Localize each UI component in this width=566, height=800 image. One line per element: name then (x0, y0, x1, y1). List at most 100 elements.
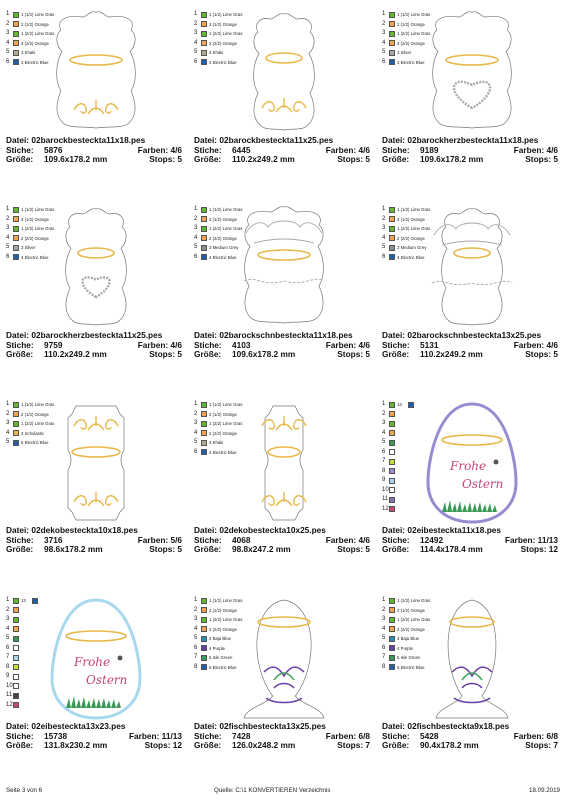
thread-name: 4 Electric Blue (21, 254, 49, 260)
color-swatch (389, 477, 395, 484)
color-swatch (13, 683, 19, 689)
design-card: 1 1 (1/2) Lime Gras 2 2 (1/2) Orange 3 1 (2/2… (382, 10, 558, 200)
napkin-ring-mark (257, 249, 311, 261)
legend-row: 5 (6, 634, 76, 644)
design-card: 1 1 (1/2) Lime Gras 2 2 (1/2) Orange 3 1 (2/2… (382, 596, 558, 786)
stitch-label: Stiche: (194, 730, 222, 741)
thread-name: 3 Baja Blue (397, 636, 419, 641)
color-swatch (201, 664, 207, 670)
cutout-outline (435, 599, 509, 719)
legend-index: 1 (6, 597, 10, 603)
legend-row: 5 5 Electric Blue (6, 438, 76, 448)
color-swatch (201, 216, 207, 222)
color-swatch (201, 59, 207, 65)
thread-name: 1 (2/2) Lime Gras (397, 617, 431, 622)
color-swatch (389, 487, 395, 493)
thread-name: 4 Electric Blue (397, 254, 425, 260)
legend-index: 11 (382, 496, 389, 502)
thread-name: 2 (2/2) Orange (209, 430, 237, 436)
legend-row: 1 1 (1/2) Lime Gras (6, 400, 76, 410)
thread-name: 3 Medium Grey (397, 245, 427, 250)
file-info: Datei: 02fischbesteckta9x18.pes Stiche: … (382, 721, 558, 751)
legend-row: 3 1 (2/2) Lime Gras (194, 29, 264, 39)
legend-row: 1 1 (1/2) Lime Gras (194, 10, 264, 20)
color-count: Farben: 11/13 (504, 534, 558, 545)
thread-name: 2 (2/2) Orange (21, 40, 49, 46)
color-swatch (13, 645, 19, 651)
thread-name: 1 (1/2) Lime Gras (397, 598, 431, 603)
egg-greeting-line1: Frohe (73, 655, 110, 669)
color-swatch (13, 692, 19, 699)
legend-row: 12 (382, 505, 452, 515)
color-count: Farben: 4/6 (325, 534, 370, 545)
fish-ornament-mark (273, 672, 295, 681)
size-value: 98.8x247.2 mm (232, 544, 291, 555)
color-swatch (13, 635, 19, 642)
color-legend: 1 1 (1/2) Lime Gras 2 2 (1/2) Orange 3 1 (2/2… (194, 205, 264, 262)
legend-index: 2 (382, 20, 386, 27)
legend-row: 4 2 (2/2) Orange (382, 234, 452, 244)
color-legend: 1 1 (1/2) Lime Gras 2 2 (1/2) Orange 3 1 (2/2… (194, 10, 264, 67)
thread-name: 2 (1/2) Orange (397, 216, 425, 222)
legend-row: 2 2 (1/2) Orange (382, 606, 452, 616)
stitch-count: 9759 (44, 339, 63, 350)
file-name: Datei: 02barockschnbesteckta13x25.pes (382, 330, 542, 340)
egg-greeting-line2: Ostern (462, 477, 503, 491)
thread-name: 4 Electric Blue (209, 449, 237, 455)
legend-row: 12 (6, 701, 76, 711)
color-swatch (389, 654, 395, 661)
stitch-label: Stiche: (194, 339, 222, 350)
color-swatch (389, 49, 395, 56)
legend-row: 6 4 Electric Blue (6, 253, 76, 263)
legend-index: 3 (382, 225, 386, 231)
color-swatch (201, 21, 207, 27)
stop-count: Stops: 7 (525, 740, 558, 751)
legend-row: 7 (382, 457, 452, 467)
color-swatch (13, 654, 19, 661)
ornament-mark (73, 100, 119, 115)
size-value: 110.2x249.2 mm (420, 349, 483, 360)
legend-index: 4 (382, 234, 386, 241)
color-legend: 1 1 (1/2) Lime Gras 2 2 (1/2) Orange 3 1 (2/2… (194, 400, 264, 457)
color-swatch (13, 439, 19, 446)
legend-row: 8 (6, 663, 76, 673)
color-swatch (389, 635, 395, 642)
file-info: Datei: 02fischbesteckta13x25.pes Stiche:… (194, 721, 370, 751)
cutout-outline (441, 208, 503, 326)
thread-name: 1 (2/2) Lime Gras (21, 31, 55, 36)
thread-name: 1 (2/2) Lime Gras (209, 31, 243, 36)
cutout-outline (264, 405, 304, 521)
legend-row: 6 4 Electric Blue (194, 58, 264, 68)
thread-name: 2 (1/2) Orange (209, 411, 237, 417)
legend-row: 5 (382, 438, 452, 448)
legend-row: 4 2 (2/2) Orange (194, 429, 264, 439)
color-swatch (201, 449, 207, 455)
legend-row: 2 2 (1/2) Orange (382, 20, 452, 30)
legend-row: 2 2 (1/2) Orange (382, 215, 452, 225)
legend-index: 6 (382, 644, 386, 651)
legend-row: 11 (382, 495, 452, 505)
legend-index: 6 (194, 58, 198, 65)
color-count: Farben: 4/6 (513, 339, 558, 350)
grass-mark (442, 500, 497, 512)
legend-index: 3 (6, 225, 10, 231)
legend-index: 5 (194, 244, 198, 250)
color-legend: 1 1 (1/2) Lime Gras 2 2 (1/2) Orange 3 1 (2/2… (6, 205, 76, 262)
legend-row: 1 13 (382, 400, 452, 410)
color-count: Farben: 11/13 (128, 730, 182, 741)
stop-count: Stops: 5 (525, 154, 558, 165)
legend-row: 4 3 Scholastic (6, 429, 76, 439)
color-swatch (389, 449, 395, 455)
grass-mark (66, 696, 121, 708)
legend-index: 4 (194, 39, 198, 46)
embroidery-preview (65, 208, 127, 326)
stitch-count: 4103 (232, 339, 251, 350)
cutout-outline (432, 11, 512, 129)
legend-row: 5 3 Baja Blue (194, 634, 264, 644)
color-swatch (201, 645, 207, 651)
legend-index: 1 (382, 401, 386, 407)
thread-name: 5 Electric Blue (21, 440, 49, 445)
color-swatch (201, 225, 207, 232)
file-info: Datei: 02barockbesteckta11x18.pes Stiche… (6, 135, 182, 165)
legend-index: 5 (6, 49, 10, 55)
